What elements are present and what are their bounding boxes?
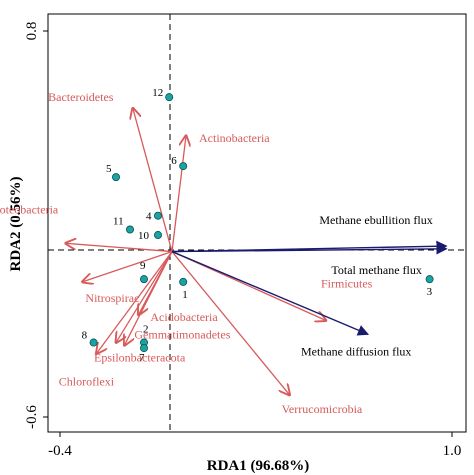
x-tick-label-min: -0.4 bbox=[48, 443, 72, 459]
y-tick-label-min: -0.6 bbox=[24, 405, 40, 429]
species-label-gemmatimonadetes: Gemmatimonadetes bbox=[134, 327, 230, 341]
environment-arrows bbox=[171, 240, 448, 336]
site-label-1: 1 bbox=[182, 289, 188, 301]
x-axis-title: RDA1 (96.68%) bbox=[207, 458, 310, 474]
site-point-3 bbox=[425, 275, 434, 284]
x-tick-label-max: 1.0 bbox=[443, 443, 462, 459]
site-point-11 bbox=[126, 225, 135, 234]
species-arrow-chloroflexi bbox=[96, 251, 173, 354]
y-tick-label-max: 0.8 bbox=[24, 22, 40, 41]
species-label-acidobacteria: Acidobacteria bbox=[150, 310, 218, 324]
site-label-2: 2 bbox=[143, 324, 149, 336]
site-label-7: 7 bbox=[139, 352, 145, 364]
species-label-bacteroidetes: Bacteroidetes bbox=[48, 90, 114, 104]
site-point-1 bbox=[179, 277, 188, 286]
site-point-12 bbox=[165, 93, 174, 102]
site-label-6: 6 bbox=[171, 155, 177, 167]
site-points bbox=[89, 93, 434, 353]
species-arrow-actinobacteria bbox=[171, 136, 186, 252]
site-point-10 bbox=[153, 231, 162, 240]
site-point-9 bbox=[139, 275, 148, 284]
env-label-total-methane-flux: Total methane flux bbox=[331, 263, 421, 277]
y-axis-title: RDA2 (0.56%) bbox=[8, 177, 24, 272]
site-point-6 bbox=[179, 162, 188, 171]
site-label-10: 10 bbox=[138, 230, 150, 242]
chart-labels: Bacteroidetes Actinobacteria Proteobacteri… bbox=[0, 87, 433, 416]
site-label-12: 12 bbox=[152, 87, 163, 99]
species-label-actinobacteria: Actinobacteria bbox=[199, 131, 270, 145]
site-point-8 bbox=[89, 338, 98, 347]
species-label-firmicutes: Firmicutes bbox=[321, 277, 373, 291]
site-point-5 bbox=[112, 173, 121, 182]
species-arrow-bacteroidetes bbox=[133, 108, 173, 252]
species-label-epsilonbacteracota: Epsilonbacteracota bbox=[94, 351, 186, 365]
species-label-verrucomicrobia: Verrucomicrobia bbox=[282, 402, 363, 416]
site-label-5: 5 bbox=[106, 163, 112, 175]
species-arrow-proteobacteria bbox=[66, 243, 173, 253]
env-arrow-total-methane-flux bbox=[171, 243, 448, 255]
site-point-7 bbox=[139, 344, 148, 353]
env-arrow-methane-diffusion-flux bbox=[171, 250, 370, 336]
site-label-9: 9 bbox=[140, 260, 146, 272]
site-point-4 bbox=[153, 211, 162, 220]
species-label-chloroflexi: Chloroflexi bbox=[59, 375, 115, 389]
site-label-8: 8 bbox=[82, 330, 88, 342]
species-arrow-verrucomicrobia bbox=[171, 251, 290, 395]
species-arrow-nitrospirae bbox=[82, 250, 173, 282]
site-label-4: 4 bbox=[146, 211, 152, 223]
site-label-3: 3 bbox=[427, 286, 433, 298]
env-label-methane-ebullition-flux: Methane ebullition flux bbox=[319, 213, 432, 227]
species-arrow-gemmatimonadetes bbox=[124, 251, 173, 346]
species-label-nitrospirae: Nitrospirac bbox=[85, 291, 139, 305]
plot-frame bbox=[47, 13, 467, 433]
env-label-methane-diffusion-flux: Methane diffusion flux bbox=[301, 344, 411, 358]
species-label-proteobacteria: Proteobacteria bbox=[0, 202, 59, 216]
site-label-11: 11 bbox=[113, 216, 124, 228]
species-arrow-epsilonbacteracota bbox=[116, 251, 173, 343]
